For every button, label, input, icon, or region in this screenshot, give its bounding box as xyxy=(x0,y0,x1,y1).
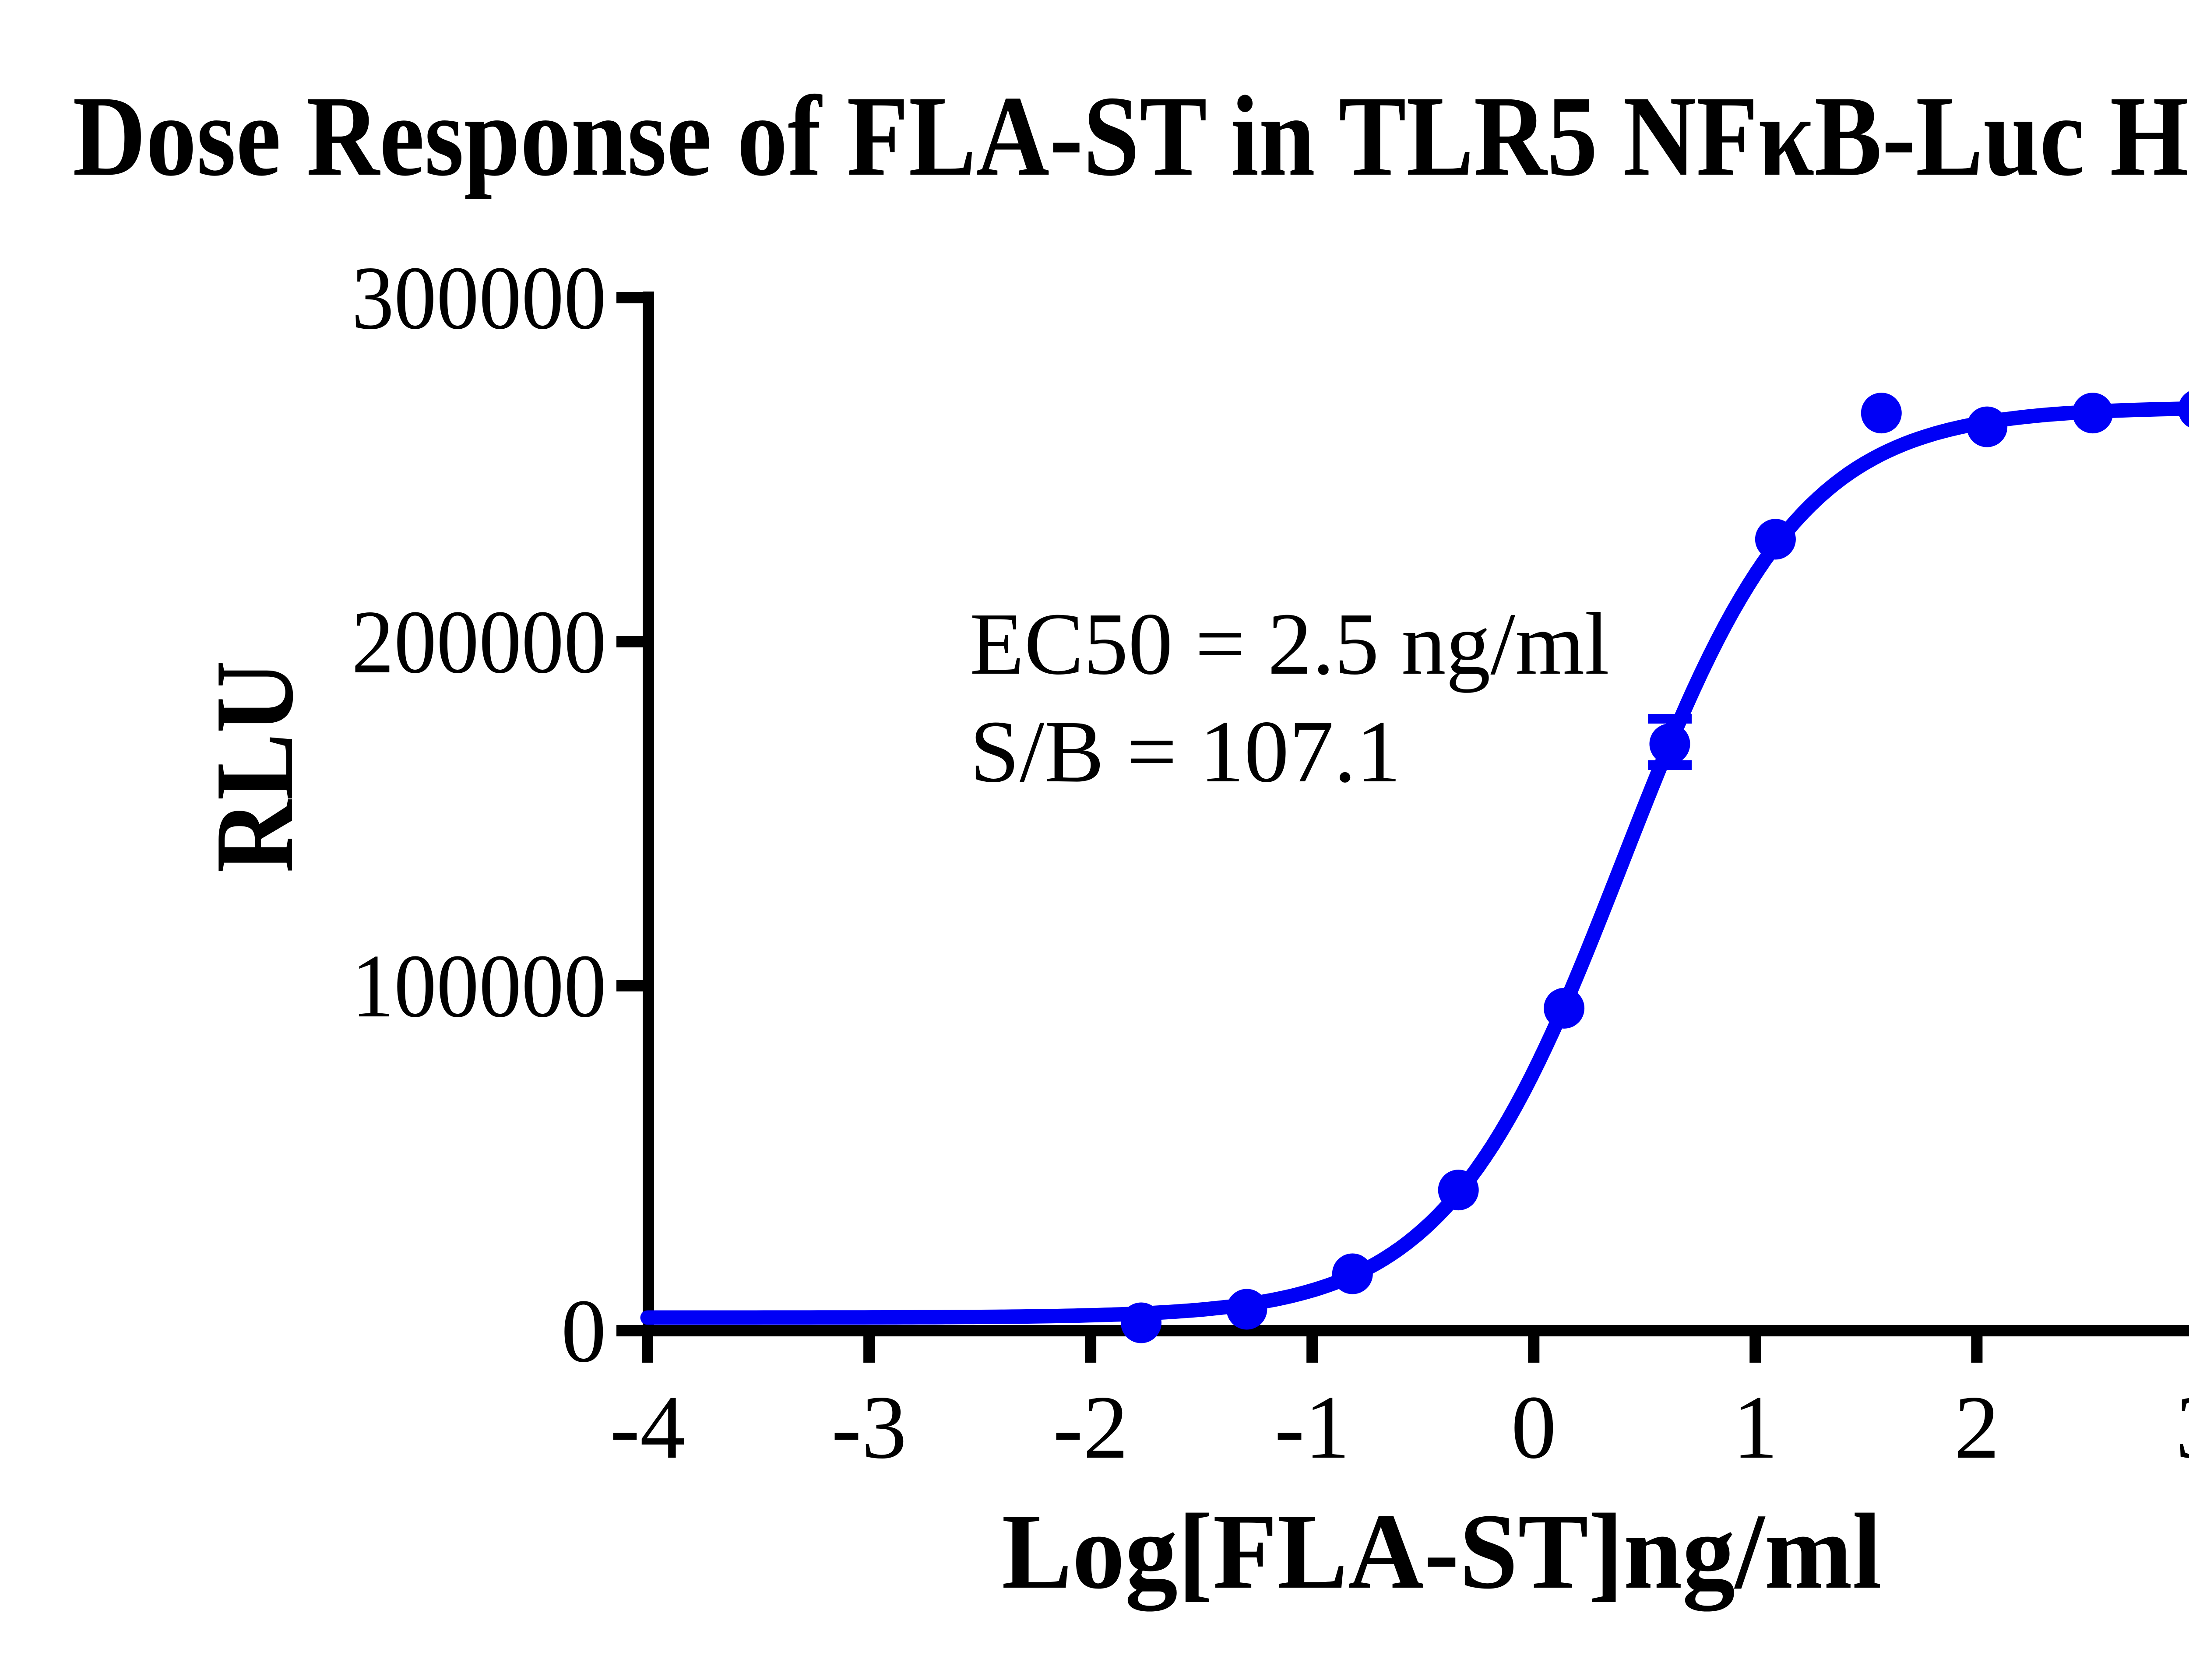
svg-text:100000: 100000 xyxy=(352,936,606,1036)
svg-text:300000: 300000 xyxy=(352,248,606,348)
svg-text:-1: -1 xyxy=(1274,1377,1350,1477)
svg-text:0: 0 xyxy=(561,1281,607,1381)
svg-text:200000: 200000 xyxy=(352,592,606,692)
svg-text:EC50 = 2.5 ng/ml: EC50 = 2.5 ng/ml xyxy=(970,594,1609,693)
svg-text:Log[FLA-ST]ng/ml: Log[FLA-ST]ng/ml xyxy=(1002,1492,1882,1612)
svg-text:1: 1 xyxy=(1733,1377,1778,1477)
svg-text:3: 3 xyxy=(2176,1377,2189,1477)
svg-text:-4: -4 xyxy=(610,1377,685,1477)
svg-text:-3: -3 xyxy=(831,1377,907,1477)
svg-text:RLU: RLU xyxy=(193,661,317,873)
svg-text:-2: -2 xyxy=(1053,1377,1128,1477)
svg-text:S/B = 107.1: S/B = 107.1 xyxy=(970,702,1401,801)
svg-text:2: 2 xyxy=(1954,1377,2000,1477)
svg-text:Dose Response of FLA-ST in TLR: Dose Response of FLA-ST in TLR5 NFκB-Luc… xyxy=(73,72,2189,200)
svg-text:0: 0 xyxy=(1511,1377,1557,1477)
